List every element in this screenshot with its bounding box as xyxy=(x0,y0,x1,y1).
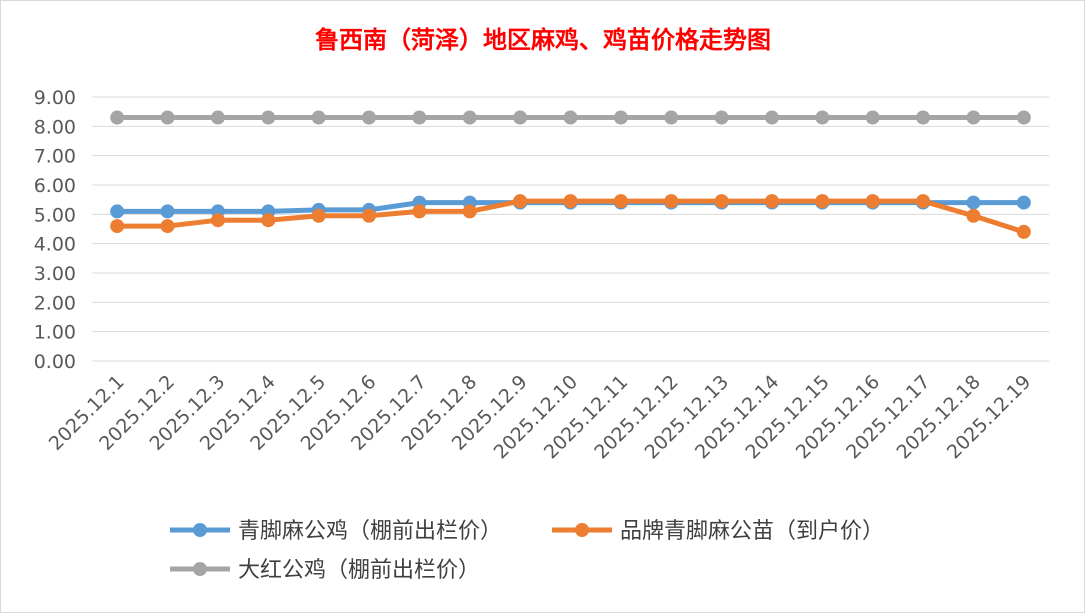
data-point xyxy=(311,208,326,223)
data-point xyxy=(110,204,125,219)
data-point xyxy=(160,204,175,219)
y-tick-label: 9.00 xyxy=(34,87,76,109)
y-tick-label: 0.00 xyxy=(34,351,76,373)
data-point xyxy=(513,194,528,209)
data-point xyxy=(412,110,427,125)
data-point xyxy=(815,194,830,209)
data-point xyxy=(563,110,578,125)
data-point xyxy=(1016,110,1031,125)
data-point xyxy=(210,213,225,228)
series-3 xyxy=(110,110,1031,125)
data-point xyxy=(916,110,931,125)
data-point xyxy=(815,110,830,125)
data-point xyxy=(362,110,377,125)
legend-item: 青脚麻公鸡（棚前出栏价） xyxy=(170,519,502,544)
y-tick-label: 7.00 xyxy=(34,146,76,168)
data-point xyxy=(714,110,729,125)
legend: 青脚麻公鸡（棚前出栏价） 品牌青脚麻公苗（到户价） 大红公鸡（棚前出栏价） xyxy=(170,519,884,583)
data-point xyxy=(160,219,175,234)
legend-swatch-marker xyxy=(575,523,589,537)
legend-item: 品牌青脚麻公苗（到户价） xyxy=(552,519,884,544)
data-point xyxy=(664,194,679,209)
y-tick-label: 3.00 xyxy=(34,263,76,285)
data-point xyxy=(110,110,125,125)
data-point xyxy=(613,194,628,209)
data-point xyxy=(462,204,477,219)
y-tick-label: 4.00 xyxy=(34,234,76,256)
legend-label: 大红公鸡（棚前出栏价） xyxy=(238,558,480,583)
y-gridlines xyxy=(92,96,1049,362)
data-point xyxy=(412,204,427,219)
chart-title: 鲁西南（菏泽）地区麻鸡、鸡苗价格走势图 xyxy=(315,26,771,54)
data-point xyxy=(613,110,628,125)
data-point xyxy=(1016,195,1031,210)
y-axis-tick-labels: 0.00 1.00 2.00 3.00 4.00 5.00 6.00 7.00 8.00 9.00 xyxy=(34,87,76,373)
data-point xyxy=(563,194,578,209)
data-point xyxy=(764,194,779,209)
series-2 xyxy=(110,194,1031,239)
data-point xyxy=(110,219,125,234)
y-tick-label: 1.00 xyxy=(34,322,76,344)
y-tick-label: 2.00 xyxy=(34,292,76,314)
legend-label: 青脚麻公鸡（棚前出栏价） xyxy=(238,519,502,544)
data-point xyxy=(764,110,779,125)
data-point xyxy=(311,110,326,125)
data-point xyxy=(966,195,981,210)
data-point xyxy=(714,194,729,209)
legend-swatch-marker xyxy=(193,523,207,537)
data-point xyxy=(362,208,377,223)
data-point xyxy=(160,110,175,125)
data-point xyxy=(261,110,276,125)
data-point xyxy=(664,110,679,125)
data-point xyxy=(865,194,880,209)
data-point xyxy=(865,110,880,125)
data-point xyxy=(462,110,477,125)
y-tick-label: 8.00 xyxy=(34,116,76,138)
data-point xyxy=(1016,224,1031,239)
data-point xyxy=(916,194,931,209)
data-point xyxy=(513,110,528,125)
legend-swatch-marker xyxy=(193,562,207,576)
data-point xyxy=(966,110,981,125)
legend-label: 品牌青脚麻公苗（到户价） xyxy=(620,519,884,544)
data-point xyxy=(966,208,981,223)
data-point xyxy=(210,110,225,125)
y-tick-label: 5.00 xyxy=(34,204,76,226)
legend-item: 大红公鸡（棚前出栏价） xyxy=(170,558,480,583)
data-point xyxy=(261,213,276,228)
y-tick-label: 6.00 xyxy=(34,175,76,197)
